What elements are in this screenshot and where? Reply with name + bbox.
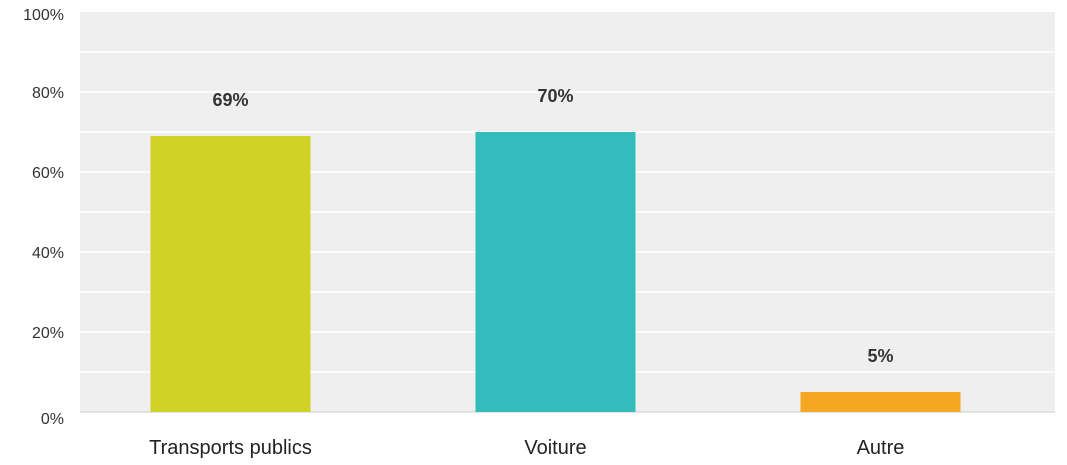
y-axis-ticks: 0% 20% 40% 60% 80% 100% — [23, 7, 64, 428]
data-label: 5% — [867, 346, 893, 366]
bar — [475, 132, 636, 412]
x-category-label: Transports publics — [149, 437, 312, 459]
y-tick-label: 60% — [32, 165, 64, 182]
bar — [150, 136, 311, 412]
x-category-label: Autre — [857, 437, 905, 459]
data-labels: 69% 70% 5% — [212, 86, 893, 366]
x-axis-categories: Transports publics Voiture Autre — [149, 437, 904, 459]
y-tick-label: 100% — [23, 7, 64, 24]
y-tick-label: 20% — [32, 325, 64, 342]
data-label: 69% — [212, 90, 248, 110]
bars — [150, 132, 961, 412]
y-tick-label: 80% — [32, 85, 64, 102]
bar — [800, 392, 961, 412]
y-tick-label: 40% — [32, 245, 64, 262]
x-category-label: Voiture — [524, 437, 586, 459]
data-label: 70% — [537, 86, 573, 106]
y-tick-label: 0% — [41, 411, 64, 428]
